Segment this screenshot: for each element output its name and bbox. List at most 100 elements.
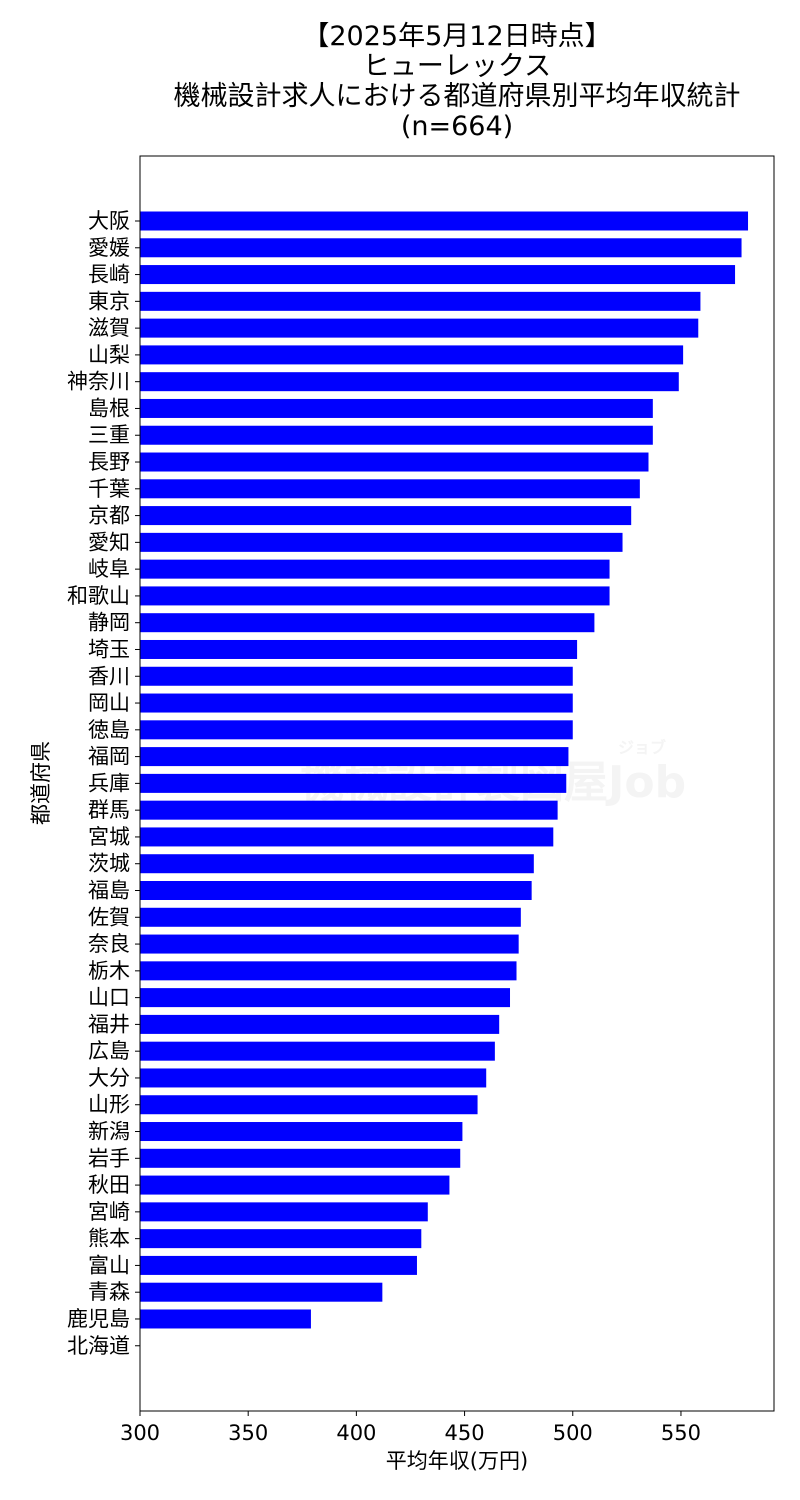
y-tick-label: 千葉 xyxy=(88,477,130,501)
y-axis-ticks: 大阪愛媛長崎東京滋賀山梨神奈川島根三重長野千葉京都愛知岐阜和歌山静岡埼玉香川岡山… xyxy=(67,209,140,1358)
bar xyxy=(140,666,573,686)
y-tick-label: 北海道 xyxy=(67,1334,130,1358)
y-tick-label: 青森 xyxy=(88,1280,130,1304)
y-tick-label: 静岡 xyxy=(88,611,130,635)
y-tick-label: 埼玉 xyxy=(88,637,130,661)
bar xyxy=(140,1309,311,1329)
bar xyxy=(140,907,521,927)
bar xyxy=(140,238,742,258)
y-tick-label: 秋田 xyxy=(88,1173,130,1197)
bar xyxy=(140,532,623,552)
bar xyxy=(140,372,679,392)
y-tick-label: 宮城 xyxy=(88,825,130,849)
y-tick-label: 東京 xyxy=(88,289,130,313)
bar xyxy=(140,639,578,659)
y-tick-label: 山形 xyxy=(88,1093,130,1117)
bar xyxy=(140,1014,500,1034)
y-tick-label: 福島 xyxy=(88,879,130,903)
bar xyxy=(140,881,532,900)
bar xyxy=(140,1148,461,1168)
bar xyxy=(140,854,534,874)
y-tick-label: 島根 xyxy=(88,396,130,420)
bar xyxy=(140,961,517,981)
y-tick-label: 長崎 xyxy=(88,263,130,287)
y-tick-label: 山梨 xyxy=(88,343,130,367)
title-line-subject: 機械設計求人における都道府県別平均年収統計 xyxy=(173,81,741,112)
y-tick-label: 徳島 xyxy=(88,718,130,742)
title-line-company: ヒューレックス xyxy=(362,51,552,82)
y-tick-label: 福井 xyxy=(88,1012,130,1036)
bar xyxy=(140,693,573,713)
y-tick-label: 岐阜 xyxy=(88,557,130,581)
bar xyxy=(140,345,684,365)
x-axis-ticks: 300 350 400 450 500 550 xyxy=(120,1411,701,1445)
bar xyxy=(140,586,610,606)
title-line-sample-size: (n=664) xyxy=(400,111,514,142)
y-tick-label: 神奈川 xyxy=(67,370,130,394)
y-tick-label: 滋賀 xyxy=(88,316,130,340)
y-tick-label: 宮崎 xyxy=(88,1200,130,1224)
y-tick-label: 広島 xyxy=(88,1039,130,1063)
title-line-date: 【2025年5月12日時点】 xyxy=(302,21,612,52)
y-tick-label: 茨城 xyxy=(88,852,130,876)
y-tick-label: 長野 xyxy=(88,450,130,474)
watermark-small-text: ジョブ xyxy=(618,738,666,757)
y-tick-label: 富山 xyxy=(88,1253,130,1277)
bar xyxy=(140,398,653,418)
bar xyxy=(140,506,632,526)
bar xyxy=(140,827,554,847)
bar xyxy=(140,773,567,793)
y-tick-label: 愛媛 xyxy=(88,236,130,260)
bar xyxy=(140,479,640,499)
bar xyxy=(140,934,519,954)
y-tick-label: 山口 xyxy=(88,986,130,1010)
bar xyxy=(140,1229,422,1249)
y-tick-label: 大分 xyxy=(88,1066,130,1090)
bar xyxy=(140,1068,487,1088)
bar xyxy=(140,452,649,472)
x-tick-label: 450 xyxy=(445,1421,485,1445)
bar xyxy=(140,291,701,311)
y-tick-label: 福岡 xyxy=(88,745,130,769)
bar xyxy=(140,211,749,231)
bars xyxy=(140,211,749,1329)
y-tick-label: 群馬 xyxy=(88,798,130,822)
bar xyxy=(140,265,736,285)
y-tick-label: 奈良 xyxy=(88,932,130,956)
x-tick-label: 300 xyxy=(120,1421,160,1445)
y-tick-label: 三重 xyxy=(88,423,130,447)
y-tick-label: 大阪 xyxy=(88,209,130,233)
y-tick-label: 岡山 xyxy=(88,691,130,715)
y-tick-label: 香川 xyxy=(88,664,130,688)
y-tick-label: 愛知 xyxy=(88,530,130,554)
x-tick-label: 550 xyxy=(661,1421,701,1445)
y-tick-label: 兵庫 xyxy=(88,771,130,795)
y-tick-label: 岩手 xyxy=(88,1146,130,1170)
bar xyxy=(140,1202,428,1222)
x-axis-label: 平均年収(万円) xyxy=(386,1449,528,1473)
bar xyxy=(140,613,595,633)
bar xyxy=(140,1095,478,1115)
bar xyxy=(140,988,511,1008)
x-tick-label: 350 xyxy=(228,1421,268,1445)
y-tick-label: 和歌山 xyxy=(67,584,130,608)
y-tick-label: 鹿児島 xyxy=(67,1307,130,1331)
y-tick-label: 栃木 xyxy=(88,959,130,983)
bar xyxy=(140,720,573,740)
bar xyxy=(140,1041,495,1061)
bar xyxy=(140,318,699,338)
y-tick-label: 熊本 xyxy=(88,1227,130,1251)
bar xyxy=(140,425,653,445)
bar xyxy=(140,1255,417,1275)
bar xyxy=(140,747,569,767)
x-tick-label: 400 xyxy=(336,1421,376,1445)
bar xyxy=(140,1282,383,1302)
bar xyxy=(140,800,558,820)
bar xyxy=(140,1175,450,1195)
bar xyxy=(140,1122,463,1142)
y-axis-label: 都道府県 xyxy=(29,741,53,825)
y-tick-label: 京都 xyxy=(88,504,130,528)
chart-title: 【2025年5月12日時点】 ヒューレックス 機械設計求人における都道府県別平均… xyxy=(140,22,774,142)
bar xyxy=(140,559,610,579)
